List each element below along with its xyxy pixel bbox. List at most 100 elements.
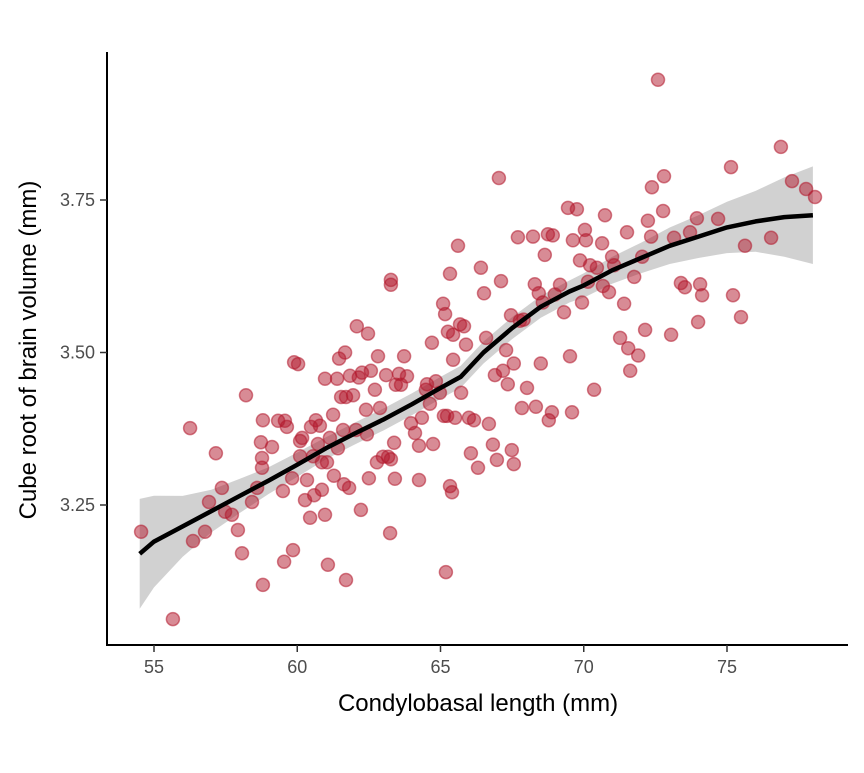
- x-axis-ticks: 55 60 65 70 75: [144, 645, 737, 677]
- data-point: [208, 445, 224, 461]
- data-point: [424, 335, 440, 350]
- data-point: [612, 330, 628, 346]
- data-point: [425, 436, 441, 452]
- data-point: [677, 279, 693, 295]
- data-point: [514, 400, 530, 416]
- data-point: [616, 296, 632, 311]
- data-point: [569, 201, 585, 217]
- data-point: [597, 207, 613, 223]
- data-point: [506, 456, 522, 472]
- data-point: [663, 327, 679, 343]
- data-point: [238, 387, 254, 403]
- data-point: [442, 266, 458, 282]
- data-point: [367, 382, 383, 397]
- y-axis-ticks: 3.25 3.50 3.75: [60, 190, 107, 515]
- data-point: [495, 363, 511, 379]
- data-point: [504, 442, 520, 458]
- data-point: [586, 382, 602, 397]
- data-point: [299, 472, 315, 488]
- data-point: [182, 420, 198, 436]
- confidence-band-layer: [139, 166, 813, 609]
- x-tick-label: 75: [717, 657, 737, 677]
- x-tick-label: 55: [144, 657, 164, 677]
- data-point: [383, 277, 399, 293]
- data-point: [407, 425, 423, 441]
- data-point: [396, 348, 412, 364]
- data-point: [556, 304, 572, 320]
- data-point: [620, 340, 636, 356]
- data-point: [337, 345, 353, 360]
- data-point: [255, 577, 271, 593]
- data-point: [276, 554, 292, 569]
- data-point: [689, 211, 705, 226]
- data-point: [619, 225, 635, 240]
- data-point: [528, 399, 544, 415]
- data-point: [656, 168, 672, 184]
- data-point: [630, 348, 646, 363]
- data-point: [637, 322, 653, 338]
- data-point: [386, 435, 402, 451]
- data-point: [594, 236, 610, 251]
- data-point: [422, 396, 438, 411]
- data-point: [737, 238, 753, 254]
- data-point: [326, 468, 342, 483]
- data-point: [224, 507, 240, 523]
- data-point: [317, 371, 333, 386]
- data-point: [456, 319, 472, 334]
- data-point: [254, 460, 270, 476]
- data-point: [589, 260, 605, 275]
- data-point: [552, 277, 568, 293]
- data-point: [133, 524, 149, 540]
- data-point: [360, 326, 376, 341]
- data-point: [491, 170, 507, 186]
- data-point: [438, 564, 454, 580]
- data-point: [763, 230, 779, 246]
- data-point: [574, 295, 590, 310]
- y-tick-label: 3.50: [60, 343, 95, 363]
- data-point: [329, 371, 345, 386]
- data-point: [478, 330, 494, 346]
- data-point: [372, 400, 388, 416]
- data-point: [197, 524, 213, 540]
- data-point: [341, 480, 357, 496]
- data-point: [279, 419, 295, 435]
- data-point: [644, 179, 660, 195]
- data-point: [382, 525, 398, 541]
- data-point: [338, 572, 354, 588]
- data-point: [733, 309, 749, 325]
- data-point: [325, 407, 341, 422]
- data-point: [383, 451, 399, 467]
- data-point: [445, 327, 461, 343]
- data-point: [725, 287, 741, 303]
- data-point: [533, 356, 549, 371]
- data-point: [485, 437, 501, 452]
- data-point: [519, 380, 535, 396]
- data-point: [655, 203, 671, 219]
- data-point: [234, 545, 250, 561]
- data-point: [798, 181, 814, 197]
- data-point: [361, 470, 377, 486]
- data-point: [387, 471, 403, 487]
- data-point: [345, 387, 361, 403]
- data-point: [578, 233, 594, 248]
- data-point: [544, 405, 560, 420]
- data-point: [476, 286, 492, 301]
- data-point: [807, 189, 823, 205]
- data-point: [201, 494, 217, 510]
- y-tick-label: 3.75: [60, 190, 95, 210]
- data-point: [290, 356, 306, 372]
- data-point: [370, 348, 386, 364]
- data-point: [506, 356, 522, 371]
- data-point: [784, 173, 800, 189]
- data-point: [294, 430, 310, 446]
- data-point: [710, 211, 726, 227]
- data-point: [500, 376, 516, 392]
- data-point: [463, 445, 479, 461]
- data-point: [450, 238, 466, 254]
- data-point: [264, 439, 280, 455]
- data-point: [302, 510, 318, 526]
- data-point: [378, 367, 394, 383]
- data-point: [411, 472, 427, 488]
- data-point: [453, 385, 469, 401]
